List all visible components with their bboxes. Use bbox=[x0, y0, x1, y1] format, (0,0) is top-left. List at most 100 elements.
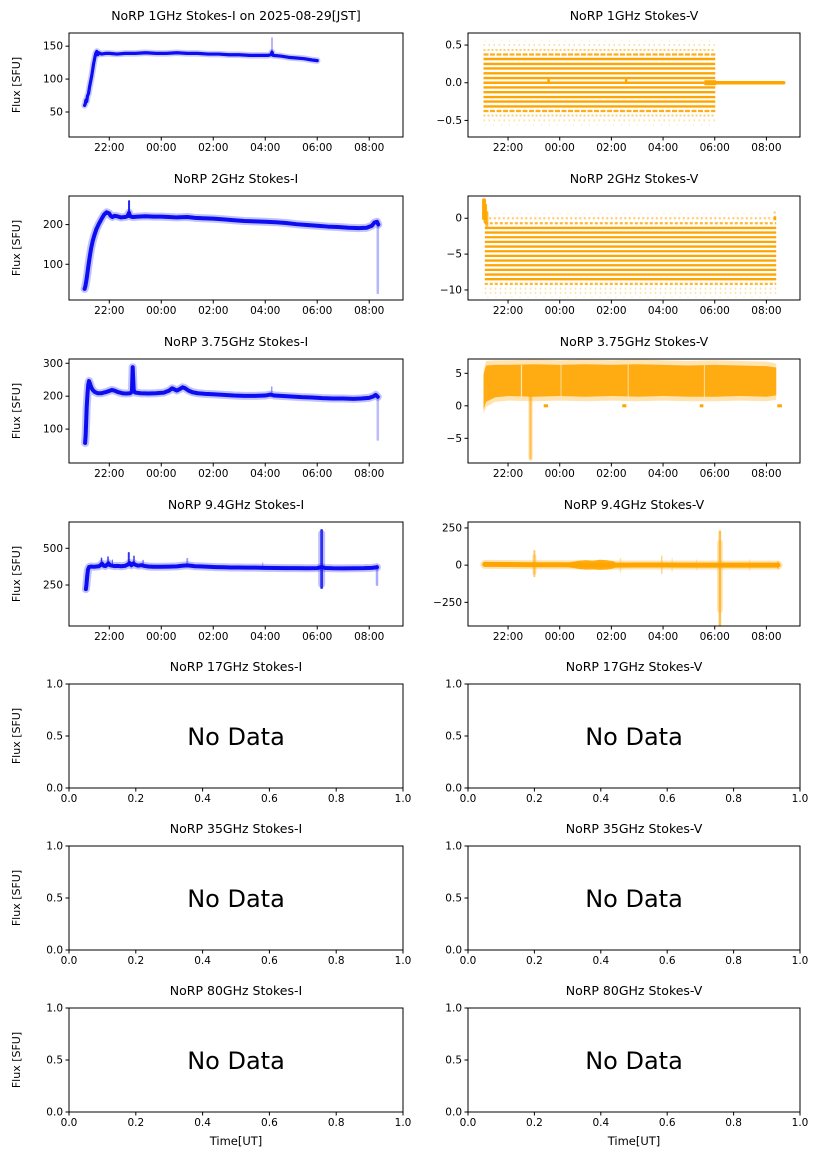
x-tick-label: 0.4 bbox=[194, 1117, 211, 1129]
axes-frame bbox=[68, 521, 404, 627]
plot-data-layer bbox=[80, 200, 383, 295]
plot-canvas-3.75ghz-stokes-v: 22:00 00:00 02:00 04:00 06:00 08:00 5 0 −5 bbox=[447, 358, 801, 480]
plot-title: NoRP 17GHz Stokes-I bbox=[169, 659, 303, 674]
x-tick-label: 0.6 bbox=[659, 955, 676, 967]
plot-canvas-1ghz-stokes-v: 22:00 00:00 02:00 04:00 06:00 08:00 0.5 0.0 −0.5 bbox=[437, 32, 801, 154]
y-axis-label: Flux [SFU] bbox=[10, 870, 23, 926]
x-tick-label: 22:00 bbox=[493, 142, 523, 154]
axes-frame bbox=[467, 32, 801, 138]
y-tick-label: 0.5 bbox=[46, 731, 63, 743]
y-tick-label: 0.0 bbox=[46, 945, 63, 957]
subplot-80ghz-stokes-v: NoRP 80GHz Stokes-V 0.0 0.2 0.4 0.6 0.8 1.0 1.… bbox=[399, 984, 827, 1162]
plot-title: NoRP 9.4GHz Stokes-V bbox=[563, 497, 705, 512]
subplot-9.4ghz-stokes-v: NoRP 9.4GHz Stokes-V 22:00 00:00 02:00 04:0… bbox=[399, 498, 827, 676]
axes-frame bbox=[467, 521, 801, 627]
subplot-3.75ghz-stokes-i: NoRP 3.75GHz Stokes-I 22:00 00:00 02:00 04:… bbox=[0, 335, 433, 513]
y-tick-label: −0.5 bbox=[437, 115, 463, 127]
x-tick-label: 08:00 bbox=[751, 305, 781, 317]
y-tick-label: 0.5 bbox=[445, 40, 462, 52]
plot-canvas-17ghz-stokes-v: 0.0 0.2 0.4 0.6 0.8 1.0 1.0 0.5 0.0 No Data bbox=[445, 679, 809, 806]
axes-frame bbox=[467, 358, 801, 464]
x-tick-label: 0.6 bbox=[659, 1117, 676, 1129]
x-tick-label: 02:00 bbox=[198, 142, 228, 154]
x-tick-label: 06:00 bbox=[700, 631, 730, 643]
x-tick-label: 0.8 bbox=[328, 1117, 345, 1129]
x-axis-label: Time[UT] bbox=[607, 1134, 661, 1148]
x-tick-label: 02:00 bbox=[596, 468, 626, 480]
y-tick-label: 150 bbox=[43, 41, 63, 53]
x-tick-label: 0.8 bbox=[725, 1117, 742, 1129]
x-tick-label: 1.0 bbox=[792, 1117, 809, 1129]
y-axis-label: Flux [SFU] bbox=[10, 546, 23, 602]
y-tick-label: 200 bbox=[43, 391, 63, 403]
x-tick-label: 0.8 bbox=[725, 793, 742, 805]
subplot-2ghz-stokes-i: NoRP 2GHz Stokes-I 22:00 00:00 02:00 04:00 0… bbox=[0, 172, 433, 350]
x-tick-label: 00:00 bbox=[146, 305, 176, 317]
plot-data-layer bbox=[480, 530, 783, 626]
plot-title: NoRP 1GHz Stokes-I on 2025-08-29[JST] bbox=[111, 8, 361, 23]
x-tick-label: 00:00 bbox=[146, 631, 176, 643]
x-tick-label: 0.0 bbox=[460, 1117, 477, 1129]
x-tick-label: 1.0 bbox=[792, 955, 809, 967]
y-tick-label: 250 bbox=[442, 522, 462, 534]
y-tick-label: 0 bbox=[455, 560, 462, 572]
y-tick-label: 0.0 bbox=[46, 1107, 63, 1119]
x-tick-label: 08:00 bbox=[354, 631, 384, 643]
y-tick-label: 50 bbox=[50, 106, 63, 118]
x-tick-label: 02:00 bbox=[198, 631, 228, 643]
plot-title: NoRP 3.75GHz Stokes-V bbox=[559, 334, 709, 349]
x-tick-label: 0.4 bbox=[194, 793, 211, 805]
x-tick-label: 0.4 bbox=[592, 793, 609, 805]
x-tick-label: 22:00 bbox=[493, 305, 523, 317]
y-axis-label: Flux [SFU] bbox=[10, 383, 23, 439]
plot-canvas-1ghz-stokes-i: 22:00 00:00 02:00 04:00 06:00 08:00 150 100 50 Fl… bbox=[10, 32, 404, 154]
y-tick-label: 0.5 bbox=[445, 1055, 462, 1067]
plot-data-layer bbox=[482, 198, 777, 299]
x-tick-label: 08:00 bbox=[354, 305, 384, 317]
no-data-label: No Data bbox=[585, 885, 683, 913]
x-tick-label: 0.0 bbox=[460, 793, 477, 805]
plot-data-layer bbox=[81, 528, 382, 594]
x-tick-label: 22:00 bbox=[493, 468, 523, 480]
y-tick-label: 1.0 bbox=[445, 679, 462, 691]
no-data-label: No Data bbox=[585, 1047, 683, 1075]
plot-title: NoRP 3.75GHz Stokes-I bbox=[163, 334, 309, 349]
y-tick-label: 100 bbox=[43, 74, 63, 86]
y-tick-label: 0.5 bbox=[445, 731, 462, 743]
plot-title: NoRP 80GHz Stokes-I bbox=[169, 983, 303, 998]
no-data-label: No Data bbox=[187, 885, 285, 913]
plot-data-layer bbox=[483, 359, 782, 461]
x-tick-label: 0.2 bbox=[526, 1117, 543, 1129]
y-tick-label: 0.5 bbox=[445, 893, 462, 905]
x-tick-label: 08:00 bbox=[751, 142, 781, 154]
y-tick-label: 5 bbox=[455, 368, 462, 380]
y-tick-label: 100 bbox=[43, 424, 63, 436]
no-data-label: No Data bbox=[187, 1047, 285, 1075]
y-tick-label: 1.0 bbox=[445, 1003, 462, 1015]
plot-canvas-35ghz-stokes-i: 0.0 0.2 0.4 0.6 0.8 1.0 1.0 0.5 0.0 Flux [SFU] No … bbox=[10, 841, 411, 968]
x-tick-label: 04:00 bbox=[648, 631, 678, 643]
x-tick-label: 02:00 bbox=[198, 468, 228, 480]
y-tick-label: 0.0 bbox=[445, 783, 462, 795]
y-axis-label: Flux [SFU] bbox=[10, 220, 23, 276]
x-tick-label: 0.0 bbox=[61, 1117, 78, 1129]
plot-title: NoRP 35GHz Stokes-V bbox=[565, 821, 703, 836]
x-tick-label: 0.0 bbox=[61, 793, 78, 805]
plot-canvas-35ghz-stokes-v: 0.0 0.2 0.4 0.6 0.8 1.0 1.0 0.5 0.0 No Data bbox=[445, 841, 809, 968]
x-tick-label: 02:00 bbox=[596, 305, 626, 317]
x-tick-label: 0.2 bbox=[127, 955, 144, 967]
y-tick-label: 0 bbox=[455, 400, 462, 412]
plot-data-layer bbox=[483, 39, 786, 126]
plot-canvas-9.4ghz-stokes-v: 22:00 00:00 02:00 04:00 06:00 08:00 250 0 −250 bbox=[433, 521, 801, 643]
x-tick-label: 1.0 bbox=[792, 793, 809, 805]
plot-canvas-9.4ghz-stokes-i: 22:00 00:00 02:00 04:00 06:00 08:00 500 250 Flux… bbox=[10, 521, 404, 643]
x-tick-label: 00:00 bbox=[545, 631, 575, 643]
plot-title: NoRP 80GHz Stokes-V bbox=[565, 983, 703, 998]
x-tick-label: 0.8 bbox=[328, 793, 345, 805]
subplot-35ghz-stokes-v: NoRP 35GHz Stokes-V 0.0 0.2 0.4 0.6 0.8 1.0 1.… bbox=[399, 822, 827, 1000]
subplot-9.4ghz-stokes-i: NoRP 9.4GHz Stokes-I 22:00 00:00 02:00 04:0… bbox=[0, 498, 433, 676]
y-tick-label: 200 bbox=[43, 219, 63, 231]
x-tick-label: 02:00 bbox=[596, 631, 626, 643]
subplot-17ghz-stokes-v: NoRP 17GHz Stokes-V 0.0 0.2 0.4 0.6 0.8 1.0 1.… bbox=[399, 660, 827, 838]
